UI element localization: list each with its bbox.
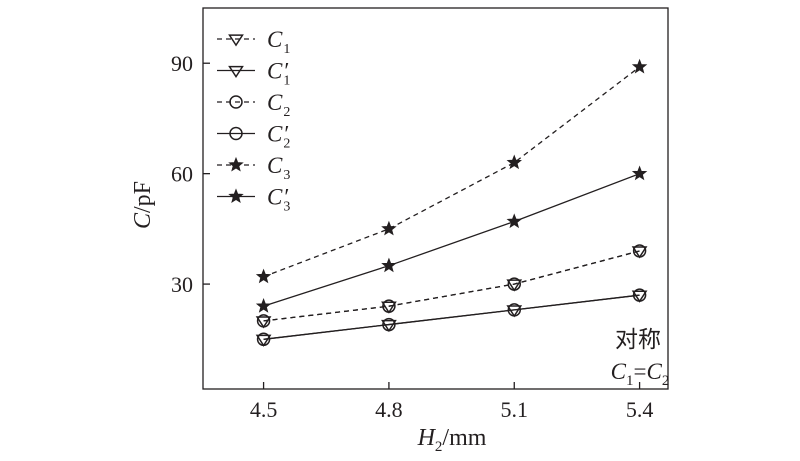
data-point-marker: [631, 165, 648, 181]
data-point-marker: [382, 317, 396, 332]
data-point-marker: [631, 58, 648, 74]
data-point-marker: [255, 334, 272, 347]
legend-label: C3: [267, 153, 290, 183]
annotation-symmetric: 对称: [615, 327, 661, 352]
x-axis-label: H2/mm: [417, 425, 487, 455]
legend-marker: [228, 156, 244, 172]
data-point-marker: [382, 299, 396, 313]
data-point-marker: [381, 319, 397, 333]
legend-label: C2′: [267, 122, 290, 152]
series-3: [256, 244, 647, 328]
legend-marker: [229, 126, 243, 141]
legend-item-4: C2′: [217, 122, 290, 152]
series-line: [263, 66, 640, 278]
x-tick-label: 4.5: [250, 397, 278, 422]
legend-item-3: C2: [217, 90, 290, 120]
data-point-marker: [506, 305, 523, 318]
y-tick-label: 60: [171, 162, 193, 187]
plot-frame: 4.5 4.8 5.1 5.4 30 60 90: [171, 7, 669, 422]
series-5: [255, 58, 648, 284]
data-point-marker: [507, 303, 522, 317]
data-point-marker: [381, 257, 397, 273]
x-tick-label: 5.4: [626, 397, 654, 422]
legend-label: C1′: [267, 59, 290, 89]
series-line: [263, 250, 640, 322]
data-point-marker: [256, 332, 271, 347]
legend-marker: [229, 95, 243, 109]
data-point-marker: [381, 220, 397, 236]
legend-marker: [228, 188, 244, 204]
x-tick-label: 5.1: [501, 397, 529, 422]
data-point-marker: [255, 316, 272, 329]
x-tick-label: 4.8: [375, 397, 403, 422]
legend-marker: [228, 34, 244, 47]
plot-border: [202, 7, 669, 390]
series-4: [256, 288, 647, 347]
series-2: [255, 290, 648, 347]
data-point-marker: [507, 277, 522, 291]
legend-label: C2: [267, 90, 290, 120]
y-axis-label: C/pF: [130, 181, 156, 229]
data-point-marker: [632, 244, 647, 258]
data-point-marker: [255, 298, 272, 313]
data-point-marker: [506, 154, 522, 170]
data-point-marker: [631, 290, 648, 303]
series-6: [255, 165, 648, 313]
data-point-marker: [632, 288, 647, 302]
legend-label: C1: [267, 27, 290, 57]
series-line: [263, 294, 640, 340]
legend-item-1: C1: [217, 27, 290, 57]
series-line: [263, 173, 640, 307]
y-tick-label: 30: [171, 272, 193, 297]
annotation-equality: C1=C2: [611, 359, 670, 389]
series-1: [255, 246, 648, 329]
y-tick-label: 90: [171, 51, 193, 76]
legend-item-6: C3′: [217, 185, 290, 215]
series-line: [263, 250, 640, 322]
data-point-marker: [506, 279, 523, 292]
data-point-marker: [506, 213, 522, 229]
legend-item-5: C3: [217, 153, 290, 183]
data-point-marker: [255, 268, 272, 284]
data-point-marker: [256, 314, 271, 328]
legend-marker: [228, 65, 244, 79]
data-point-marker: [381, 301, 397, 314]
series-layer: [255, 58, 648, 347]
legend-label: C3′: [267, 185, 290, 215]
legend-item-2: C1′: [217, 59, 290, 89]
